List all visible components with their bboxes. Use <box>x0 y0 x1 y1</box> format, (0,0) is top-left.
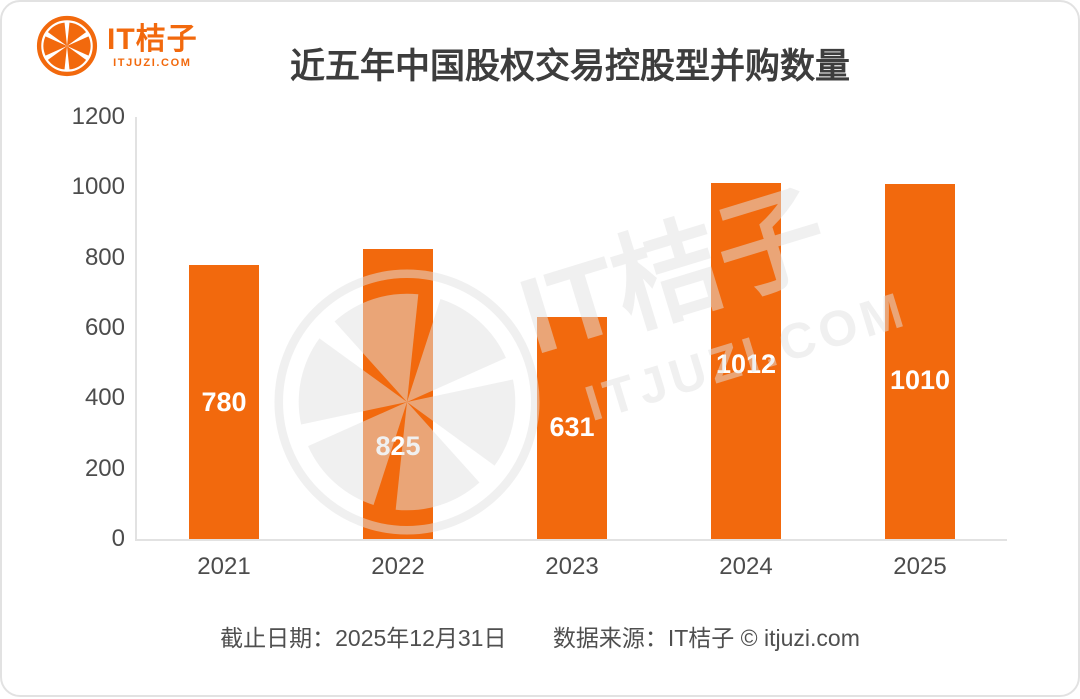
x-tick-label: 2025 <box>893 553 947 580</box>
bar-group-2023: 631 2023 <box>485 117 659 580</box>
logo-title: IT桔子 <box>107 22 198 56</box>
y-tick-0: 0 <box>111 525 125 552</box>
bar-2021: 780 <box>189 264 259 539</box>
bar-series: 780 2021 825 2022 631 2023 1012 2 <box>137 117 1007 580</box>
y-tick-1200: 1200 <box>71 103 125 130</box>
y-tick-400: 400 <box>84 384 125 411</box>
plot-area: 780 2021 825 2022 631 2023 1012 2 <box>135 117 1007 580</box>
y-tick-200: 200 <box>84 455 125 482</box>
itjuzi-logo: IT桔子 ITJUZI.COM <box>36 15 198 77</box>
bar-group-2024: 1012 2024 <box>659 117 833 580</box>
x-tick-label: 2023 <box>545 553 599 580</box>
bar-2023: 631 <box>537 317 607 539</box>
bar-value-label: 1012 <box>715 349 777 379</box>
logo-subtitle: ITJUZI.COM <box>113 56 192 69</box>
bar-value-label: 631 <box>549 412 595 442</box>
bar-group-2022: 825 2022 <box>311 117 485 580</box>
bar-2025: 1010 <box>885 183 955 539</box>
y-tick-800: 800 <box>84 244 125 271</box>
y-axis: 1200 1000 800 600 400 200 0 <box>2 103 125 552</box>
y-tick-600: 600 <box>84 314 125 341</box>
footer-notes: 截止日期：2025年12月31日 数据来源：IT桔子 © itjuzi.com <box>2 619 1078 653</box>
x-tick-label: 2021 <box>197 553 251 580</box>
bar-value-label: 1010 <box>889 365 951 395</box>
bar-2024: 1012 <box>711 183 781 539</box>
bar-group-2025: 1010 2025 <box>833 117 1007 580</box>
orange-slice-logo-icon <box>36 15 98 77</box>
chart-title: 近五年中国股权交易控股型并购数量 <box>289 47 850 86</box>
y-tick-1000: 1000 <box>71 173 125 200</box>
bar-2022: 825 <box>363 248 433 539</box>
x-tick-label: 2022 <box>371 553 425 580</box>
x-tick-label: 2024 <box>719 553 773 580</box>
deadline-note: 截止日期：2025年12月31日 <box>220 625 507 651</box>
bar-value-label: 780 <box>201 387 247 417</box>
bar-group-2021: 780 2021 <box>137 117 311 580</box>
bar-value-label: 825 <box>375 431 421 461</box>
source-note: 数据来源：IT桔子 © itjuzi.com <box>552 625 860 651</box>
